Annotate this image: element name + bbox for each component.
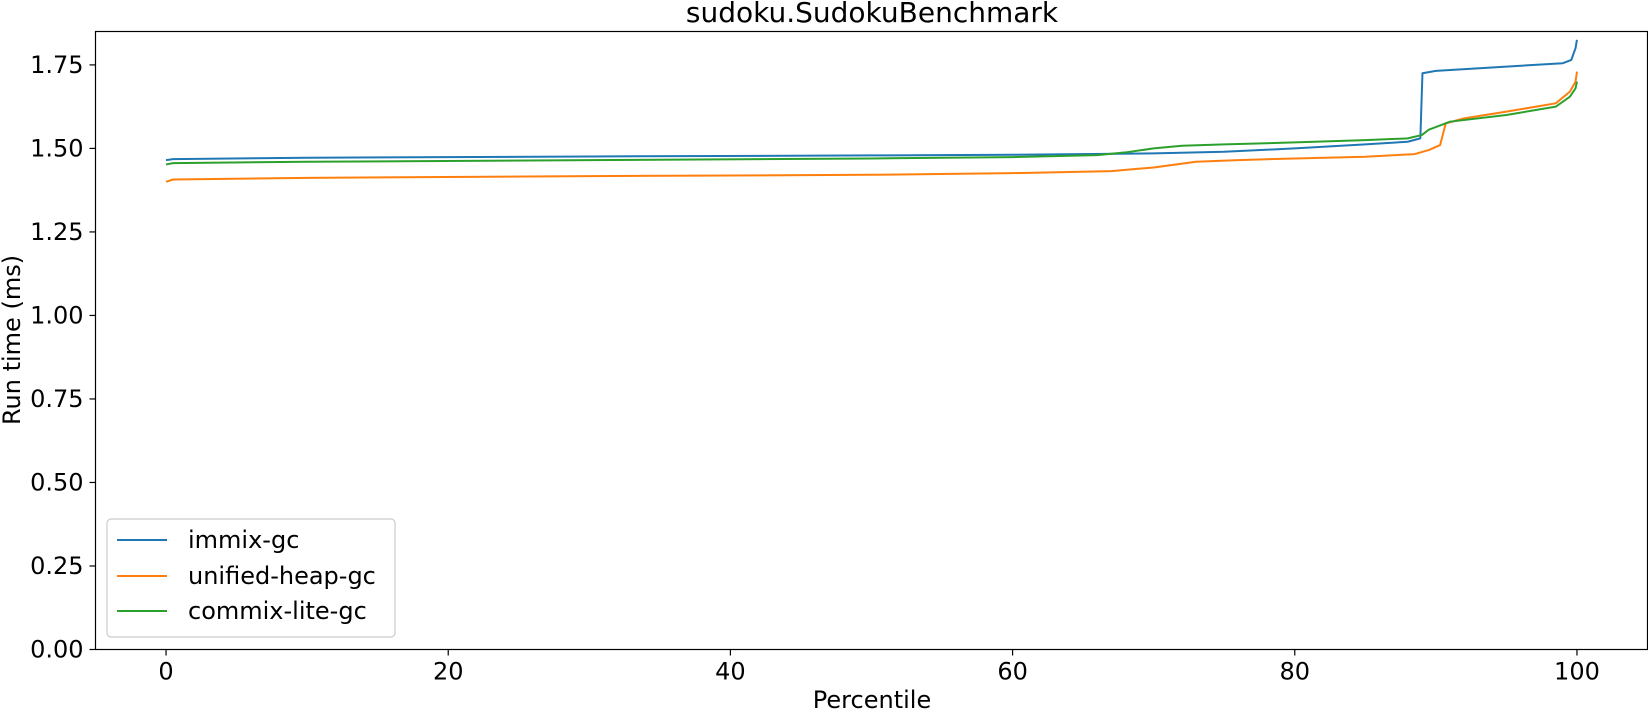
y-axis-ticks: 0.00 0.25 0.50 0.75 1.00 1.25 1.50 1.75 xyxy=(30,51,96,664)
chart-title: sudoku.SudokuBenchmark xyxy=(686,0,1059,29)
legend-box xyxy=(106,518,396,638)
series-line-unified-heap-gc xyxy=(165,71,1578,183)
x-tick-label: 0 xyxy=(158,658,173,686)
legend-label-commix-lite-gc: commix-lite-gc xyxy=(188,597,367,625)
y-tick-label: 0.25 xyxy=(30,552,83,580)
y-tick-label: 1.25 xyxy=(30,218,83,246)
y-tick-label: 0.75 xyxy=(30,385,83,413)
x-axis-label: Percentile xyxy=(813,686,931,710)
x-axis-ticks: 0 20 40 60 80 100 xyxy=(158,649,1600,686)
series-line-commix-lite-gc xyxy=(165,81,1578,166)
series-lines xyxy=(165,39,1578,183)
x-tick-label: 80 xyxy=(1279,658,1310,686)
x-tick-label: 60 xyxy=(997,658,1028,686)
y-tick-label: 1.75 xyxy=(30,51,83,79)
x-tick-label: 100 xyxy=(1554,658,1600,686)
y-tick-label: 0.00 xyxy=(30,636,83,664)
legend-label-unified-heap-gc: unified-heap-gc xyxy=(188,562,376,590)
x-tick-label: 20 xyxy=(433,658,464,686)
y-tick-label: 1.50 xyxy=(30,134,83,162)
legend-label-immix-gc: immix-gc xyxy=(188,526,299,554)
y-tick-label: 1.00 xyxy=(30,301,83,329)
x-tick-label: 40 xyxy=(715,658,746,686)
series-line-immix-gc xyxy=(165,39,1578,162)
legend: immix-gc unified-heap-gc commix-lite-gc xyxy=(106,518,396,638)
y-tick-label: 0.50 xyxy=(30,468,83,496)
y-axis-label: Run time (ms) xyxy=(0,255,26,425)
